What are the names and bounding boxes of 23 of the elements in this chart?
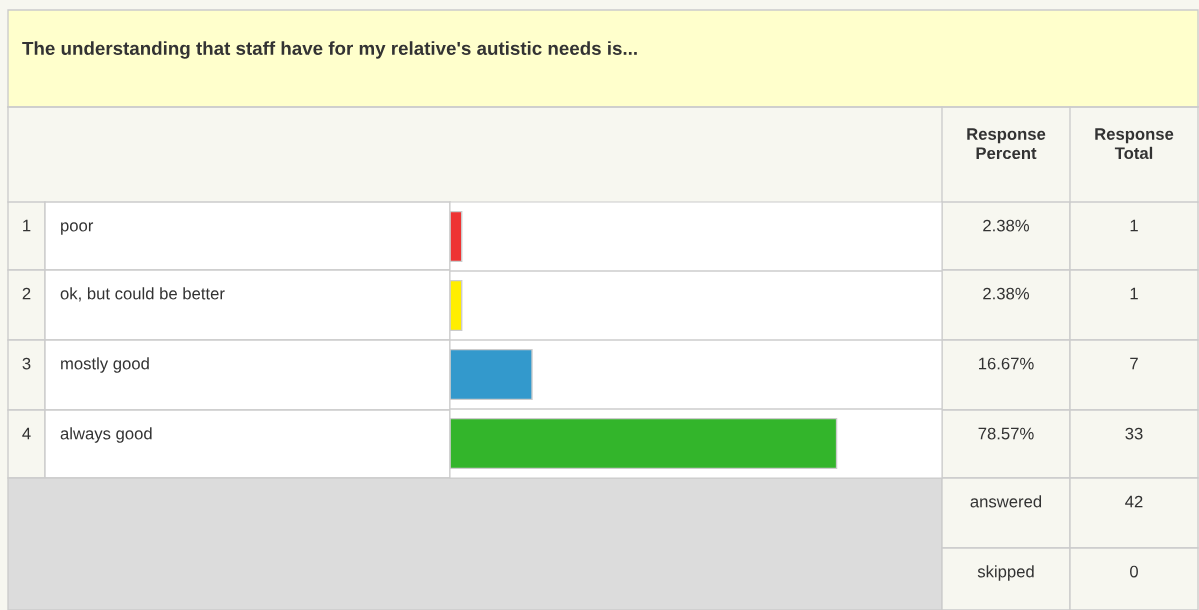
text: 1 xyxy=(23,219,31,232)
text: skipped xyxy=(977,565,1034,581)
text: 1 xyxy=(1130,219,1138,232)
y-tick-label: always good xyxy=(60,427,152,443)
text: 1 xyxy=(1130,287,1138,300)
text: 33 xyxy=(1125,427,1143,440)
data-label: 2.38% xyxy=(983,219,1030,232)
y-tick-label: ok, but could be better xyxy=(60,287,225,302)
data-label: 16.67% xyxy=(979,357,1034,370)
text: 2 xyxy=(22,287,31,300)
y-tick-label: mostly good xyxy=(61,357,149,373)
text: 4 xyxy=(22,427,31,440)
text: 7 xyxy=(1130,357,1138,370)
text: answered xyxy=(970,495,1042,508)
text: Response Percent xyxy=(967,128,1046,160)
text: 0 xyxy=(1130,565,1138,578)
y-tick-label: poor xyxy=(61,222,94,235)
text: 42 xyxy=(1125,495,1143,508)
text: Response Total xyxy=(1095,128,1174,160)
text: 3 xyxy=(22,357,31,370)
chart-title: The understanding that staff have for my relative's autistic needs is... xyxy=(22,41,637,59)
data-label: 78.57% xyxy=(978,427,1034,440)
data-label: 2.38% xyxy=(983,287,1030,300)
